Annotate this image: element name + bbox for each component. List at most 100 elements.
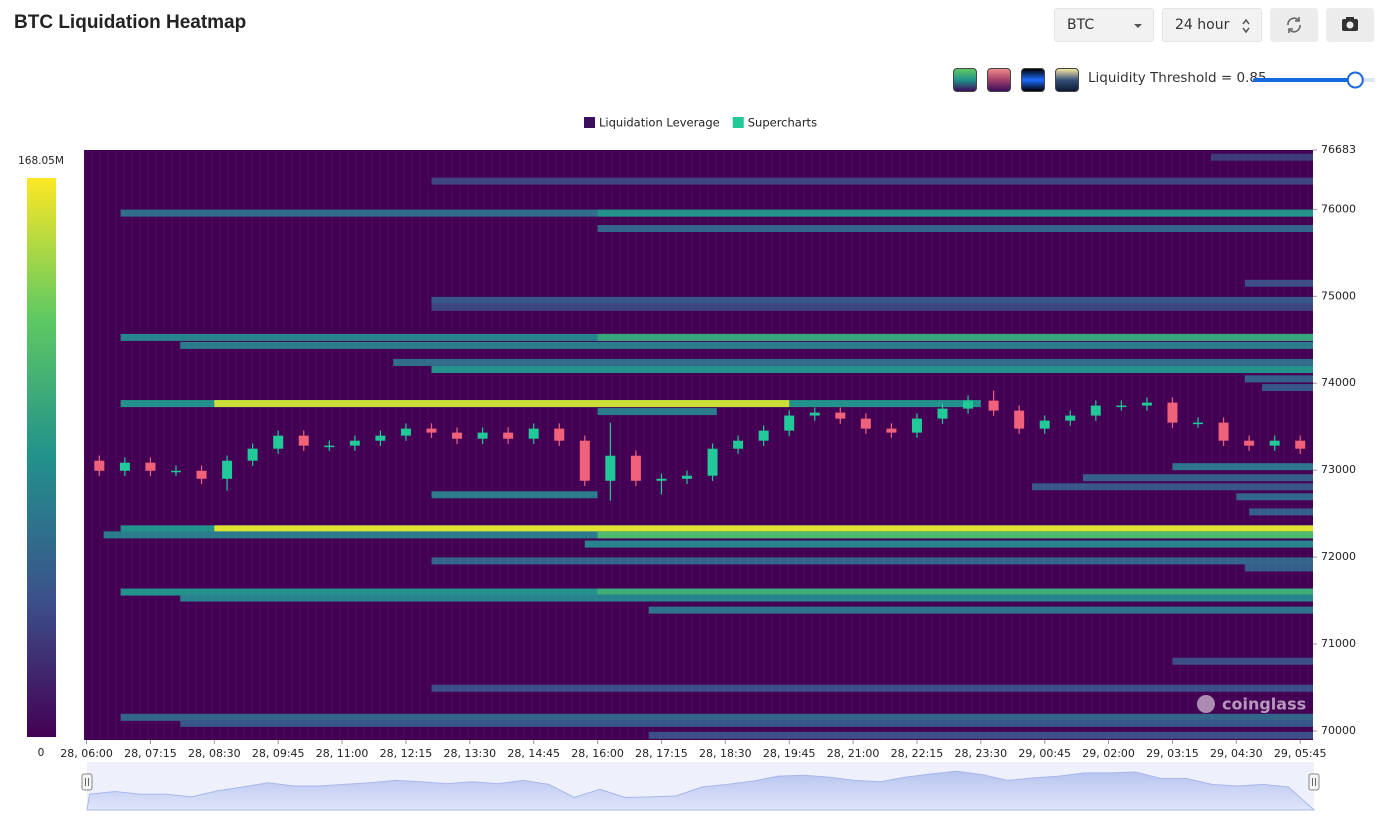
heat-band bbox=[597, 531, 1313, 539]
candle-body bbox=[1090, 405, 1101, 416]
heat-band bbox=[597, 588, 1313, 596]
heat-band bbox=[648, 606, 1313, 614]
candle-body bbox=[247, 448, 258, 461]
range-select[interactable]: 24 hour bbox=[1162, 8, 1262, 42]
threshold-text: Liquidity Threshold = 0.85 bbox=[1088, 70, 1267, 86]
heat-band bbox=[1244, 564, 1313, 572]
heat-band bbox=[431, 366, 1313, 374]
candle-body bbox=[222, 460, 233, 479]
heat-band bbox=[1031, 483, 1313, 491]
refresh-button[interactable] bbox=[1270, 8, 1318, 42]
x-tick-label: 29, 04:30 bbox=[1210, 747, 1263, 760]
x-tick-label: 28, 17:15 bbox=[635, 747, 688, 760]
x-tick-label: 28, 06:00 bbox=[60, 747, 113, 760]
candle-body bbox=[426, 428, 437, 433]
candle-body bbox=[528, 428, 539, 439]
candle-body bbox=[503, 432, 514, 439]
palette-gold[interactable] bbox=[1055, 68, 1079, 92]
candle-body bbox=[605, 455, 616, 481]
legend-label: Liquidation Leverage bbox=[599, 116, 720, 130]
y-tick-label: 74000 bbox=[1321, 376, 1356, 389]
palette-magma[interactable] bbox=[987, 68, 1011, 92]
heat-band bbox=[1236, 493, 1313, 501]
caret bbox=[1134, 24, 1142, 28]
heat-band bbox=[1172, 463, 1313, 471]
camera-icon bbox=[1342, 17, 1358, 31]
heat-band bbox=[120, 588, 1313, 596]
candle-body bbox=[1218, 422, 1229, 441]
y-tick-label: 73000 bbox=[1321, 463, 1356, 476]
heat-band bbox=[597, 408, 717, 416]
heat-band bbox=[1172, 657, 1313, 665]
candle-body bbox=[1141, 402, 1152, 406]
candle-body bbox=[656, 478, 667, 481]
heat-band bbox=[1244, 375, 1313, 383]
x-tick-label: 29, 05:45 bbox=[1274, 747, 1327, 760]
candle-body bbox=[1116, 405, 1127, 408]
refresh-icon bbox=[1287, 17, 1301, 33]
x-tick-label: 28, 13:30 bbox=[443, 747, 496, 760]
x-tick-label: 28, 18:30 bbox=[699, 747, 752, 760]
heat-band bbox=[180, 341, 1314, 349]
candle-body bbox=[682, 475, 693, 479]
symbol-select[interactable]: BTC bbox=[1054, 8, 1154, 42]
navigator-area bbox=[86, 770, 1316, 811]
x-tick-label: 29, 03:15 bbox=[1146, 747, 1199, 760]
palette-blue[interactable] bbox=[1021, 68, 1045, 92]
y-tick-label: 70000 bbox=[1321, 724, 1356, 737]
heat-band bbox=[1083, 474, 1313, 482]
heat-band bbox=[431, 491, 598, 499]
heat-band bbox=[1210, 153, 1313, 161]
candle-body bbox=[758, 430, 769, 441]
heat-band bbox=[180, 594, 1314, 602]
candle-body bbox=[349, 440, 360, 446]
candle-body bbox=[1065, 415, 1076, 421]
watermark-logo bbox=[1197, 695, 1215, 713]
candle-body bbox=[911, 418, 922, 433]
x-tick-label: 28, 11:00 bbox=[316, 747, 369, 760]
legend-swatch bbox=[584, 117, 595, 128]
palette-viridis[interactable] bbox=[953, 68, 977, 92]
watermark: coinglass bbox=[1222, 695, 1306, 714]
colorbar bbox=[27, 178, 56, 737]
candle-body bbox=[809, 412, 820, 416]
heat-band bbox=[648, 731, 1313, 739]
candle-body bbox=[707, 448, 718, 476]
candle-body bbox=[860, 418, 871, 429]
x-tick-label: 28, 23:30 bbox=[954, 747, 1007, 760]
candle-body bbox=[324, 445, 335, 448]
heatmap-background bbox=[84, 150, 1313, 740]
x-tick-label: 28, 16:00 bbox=[571, 747, 624, 760]
x-tick-label: 28, 14:45 bbox=[507, 747, 560, 760]
heat-band bbox=[1249, 508, 1313, 516]
navigator-handle bbox=[1308, 773, 1320, 791]
navigator-bg bbox=[87, 762, 1314, 810]
navigator-handle bbox=[81, 773, 93, 791]
candle-body bbox=[119, 462, 130, 471]
colorbar-min-label: 0 bbox=[38, 747, 45, 759]
candle-body bbox=[554, 428, 565, 441]
heat-band bbox=[597, 333, 1313, 341]
heat-band bbox=[180, 719, 1314, 727]
candle-body bbox=[375, 435, 386, 441]
candle-body bbox=[196, 470, 207, 479]
candle-body bbox=[1244, 440, 1255, 446]
candle-body bbox=[273, 435, 284, 449]
candle-body bbox=[477, 432, 488, 439]
legend-swatch bbox=[732, 117, 744, 128]
candle-body bbox=[94, 460, 105, 471]
legend-label: Supercharts bbox=[748, 116, 817, 130]
heat-band bbox=[431, 296, 1313, 304]
candle-body bbox=[145, 462, 156, 471]
range: 24 hour bbox=[1175, 17, 1230, 33]
candle-body bbox=[1014, 410, 1025, 429]
heat-band bbox=[584, 540, 1313, 548]
heat-band bbox=[597, 209, 1313, 217]
heat-band bbox=[1261, 384, 1313, 392]
candle-body bbox=[835, 412, 846, 419]
threshold-label: Liquidity Threshold = bbox=[1088, 70, 1233, 86]
heat-band bbox=[214, 525, 1313, 533]
screenshot-button[interactable] bbox=[1326, 8, 1374, 42]
heat-band bbox=[120, 525, 1313, 533]
